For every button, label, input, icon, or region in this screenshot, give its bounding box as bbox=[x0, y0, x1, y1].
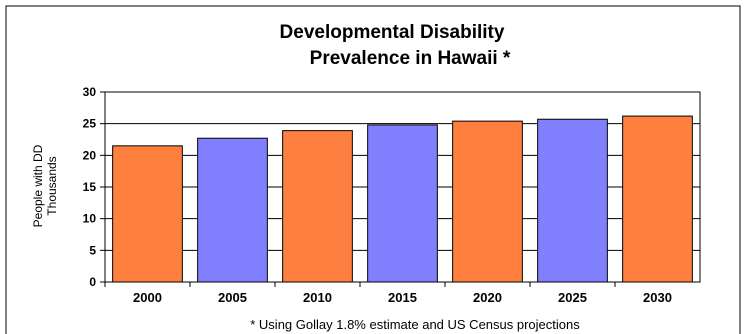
chart-footnote: * Using Gollay 1.8% estimate and US Cens… bbox=[250, 317, 580, 332]
y-tick-label: 10 bbox=[83, 212, 97, 226]
y-tick-label: 25 bbox=[83, 117, 97, 131]
bar-2015 bbox=[367, 124, 438, 283]
bars bbox=[112, 115, 693, 283]
x-tick-label-2020: 2020 bbox=[473, 290, 502, 305]
x-axis-ticks: 2000 2005 2010 2015 2020 2025 2030 bbox=[104, 282, 672, 305]
y-axis-label-line1: People with DD bbox=[31, 144, 45, 227]
x-tick-label-2015: 2015 bbox=[388, 290, 417, 305]
bar-2000 bbox=[112, 145, 183, 283]
y-tick-label: 20 bbox=[83, 148, 97, 162]
y-axis-label-line2: Thousands bbox=[45, 156, 59, 215]
y-tick-label: 0 bbox=[89, 275, 96, 289]
x-tick-label-2010: 2010 bbox=[303, 290, 332, 305]
bar-2025 bbox=[537, 118, 608, 283]
y-tick-label: 30 bbox=[83, 85, 97, 99]
bar-2030 bbox=[622, 115, 693, 283]
x-tick-label-2005: 2005 bbox=[218, 290, 247, 305]
chart-title-line1: Developmental Disability bbox=[280, 22, 505, 43]
x-tick-label-2000: 2000 bbox=[133, 290, 162, 305]
chart-title-line2: Prevalence in Hawaii * bbox=[310, 48, 511, 69]
bar-2020 bbox=[452, 120, 523, 283]
x-tick-label-2030: 2030 bbox=[643, 290, 672, 305]
x-tick-label-2025: 2025 bbox=[558, 290, 587, 305]
y-tick-label: 15 bbox=[83, 180, 97, 194]
y-tick-label: 5 bbox=[89, 243, 96, 257]
bar-2010 bbox=[282, 130, 353, 283]
y-axis-ticks: 0 5 10 15 20 25 30 bbox=[83, 85, 105, 289]
bar-2005 bbox=[197, 137, 268, 283]
